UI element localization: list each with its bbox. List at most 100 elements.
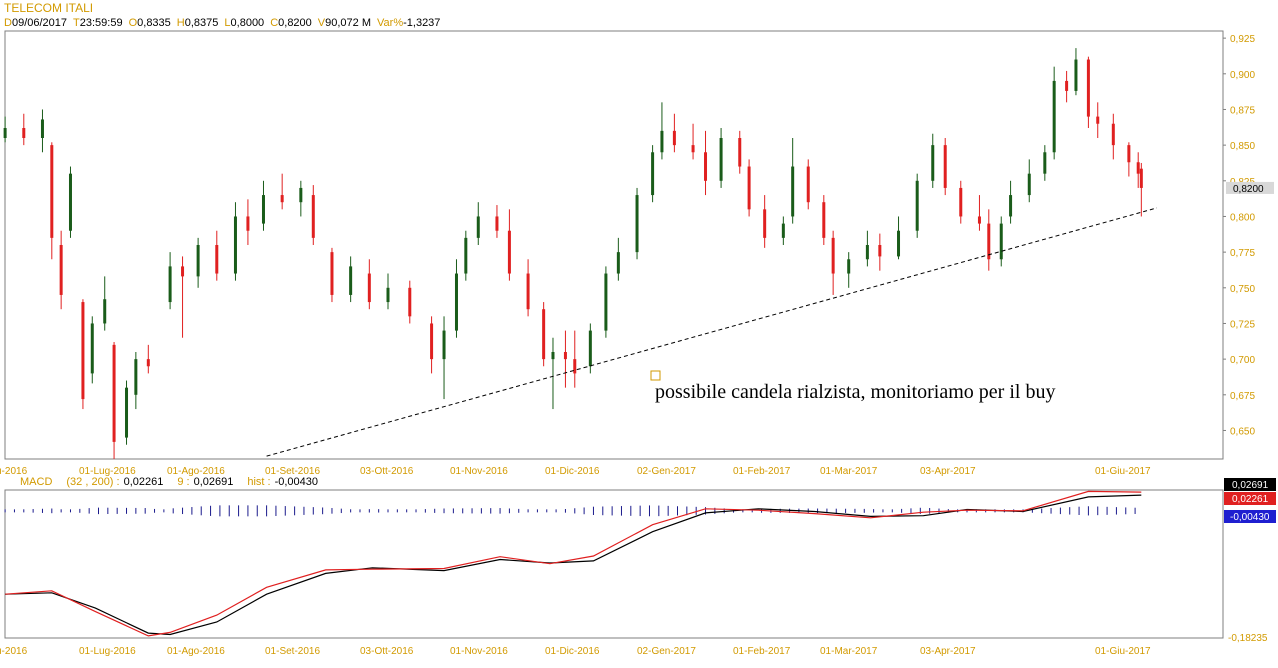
candle — [651, 145, 655, 203]
price-tick-label-3: 0,850 — [1230, 141, 1255, 152]
candle-body — [112, 344, 116, 442]
x-tick-label: 02-Gen-2017 — [637, 646, 696, 657]
macd-value-box-text: 0,02261 — [1232, 494, 1269, 505]
x-tick-label: 01-Nov-2016 — [450, 646, 508, 657]
price-y-axis: 0,9250,9000,8750,8500,8250,8000,7750,750… — [1223, 34, 1255, 437]
candle-body — [931, 145, 935, 181]
candle — [915, 173, 919, 238]
price-tick-label-2: 0,875 — [1230, 105, 1255, 116]
candle — [1127, 142, 1131, 177]
candle-body — [704, 152, 708, 181]
candle-body — [651, 152, 655, 196]
candle — [454, 259, 458, 338]
candle — [59, 230, 63, 310]
candle-body — [865, 245, 869, 260]
candle — [1139, 162, 1143, 217]
candle — [476, 202, 480, 245]
candle-body — [526, 273, 530, 310]
price-panel-frame — [4, 30, 1224, 460]
x-tick-label: 01-Giu-2017 — [1095, 646, 1151, 657]
candle — [442, 316, 446, 400]
candle-body — [299, 187, 303, 203]
candle-body — [999, 223, 1003, 260]
x-tick-label: 01-Mar-2017 — [820, 646, 878, 657]
annotation-marker — [650, 370, 661, 381]
x-tick-label: 01-Ago-2016 — [167, 466, 225, 477]
readout-key-0: D — [4, 17, 12, 29]
price-tick-label-9: 0,700 — [1230, 355, 1255, 366]
readout-val-7: -1,3237 — [403, 17, 440, 29]
candle-body — [1065, 80, 1069, 91]
readout-val-3: 0,8375 — [185, 17, 219, 29]
candle — [616, 237, 620, 281]
candle-body — [660, 130, 664, 153]
candle-body — [261, 195, 265, 224]
candle-body — [146, 359, 150, 367]
candle — [691, 123, 695, 160]
candle — [977, 195, 981, 231]
candle — [146, 344, 150, 374]
candle-body — [791, 166, 795, 217]
candle-body — [542, 309, 546, 360]
x-tick-label: 02-Gen-2017 — [637, 466, 696, 477]
macd-y-tick-bottom: -0,18235 — [1228, 633, 1268, 644]
hist-value-box-text: -0,00430 — [1230, 512, 1270, 523]
candle — [181, 256, 185, 338]
readout-key-7: Var% — [377, 17, 403, 29]
candle-body — [1043, 152, 1047, 174]
candle — [672, 113, 676, 153]
readout-val-6: 90,072 M — [325, 17, 371, 29]
candle-body — [573, 359, 577, 374]
x-tick-label: 01-Lug-2016 — [79, 466, 136, 477]
macd-legend: MACD (32 , 200) : 0,02261 9 : 0,02691 hist :-… — [20, 476, 318, 488]
candle-body — [959, 187, 963, 217]
candle — [125, 380, 129, 445]
candle — [999, 216, 1003, 267]
x-tick-label: 03-Ott-2016 — [360, 646, 414, 657]
macd-legend-params: (32 , 200) : — [66, 476, 119, 488]
candle-body — [311, 195, 315, 238]
candle-body — [181, 266, 185, 277]
candle-body — [367, 273, 371, 303]
signal-line — [5, 490, 1142, 637]
candle-body — [563, 352, 567, 360]
candle-body — [719, 138, 723, 181]
candle-body — [90, 323, 94, 374]
candle-body — [476, 216, 480, 238]
candle — [408, 280, 412, 324]
candle-body — [68, 173, 72, 231]
signal-value-box-text: 0,02691 — [1232, 480, 1269, 491]
candle-body — [604, 273, 608, 331]
macd-legend-hist-value: -0,00430 — [275, 476, 318, 488]
candle — [299, 180, 303, 217]
candle-body — [408, 287, 412, 317]
candle-body — [822, 202, 826, 238]
x-tick-label: 01-Dic-2016 — [545, 646, 600, 657]
readout-val-2: 0,8335 — [137, 17, 171, 29]
candle — [791, 138, 795, 224]
candle-body — [691, 145, 695, 153]
x-tick-label: 01-Ago-2016 — [167, 646, 225, 657]
macd-histogram — [4, 505, 1136, 517]
candle-body — [386, 287, 390, 303]
x-tick-label: 01-Giu-2017 — [1095, 466, 1151, 477]
candle — [367, 259, 371, 310]
candle — [987, 209, 991, 271]
candle-body — [454, 273, 458, 331]
candle — [763, 195, 767, 248]
candle-body — [22, 128, 26, 138]
candle — [311, 185, 315, 245]
x-tick-label: 01-Feb-2017 — [733, 466, 791, 477]
candle — [1027, 159, 1031, 203]
macd-legend-signal-period: 9 : — [177, 476, 189, 488]
candle-body — [943, 145, 947, 188]
candle — [246, 199, 250, 245]
candle — [1043, 145, 1047, 181]
candle — [495, 205, 499, 238]
price-tick-label-5: 0,800 — [1230, 212, 1255, 223]
candle — [1111, 113, 1115, 160]
candle-body — [847, 259, 851, 274]
price-tick-label-8: 0,725 — [1230, 319, 1255, 330]
candle — [604, 266, 608, 338]
candle — [112, 342, 116, 459]
